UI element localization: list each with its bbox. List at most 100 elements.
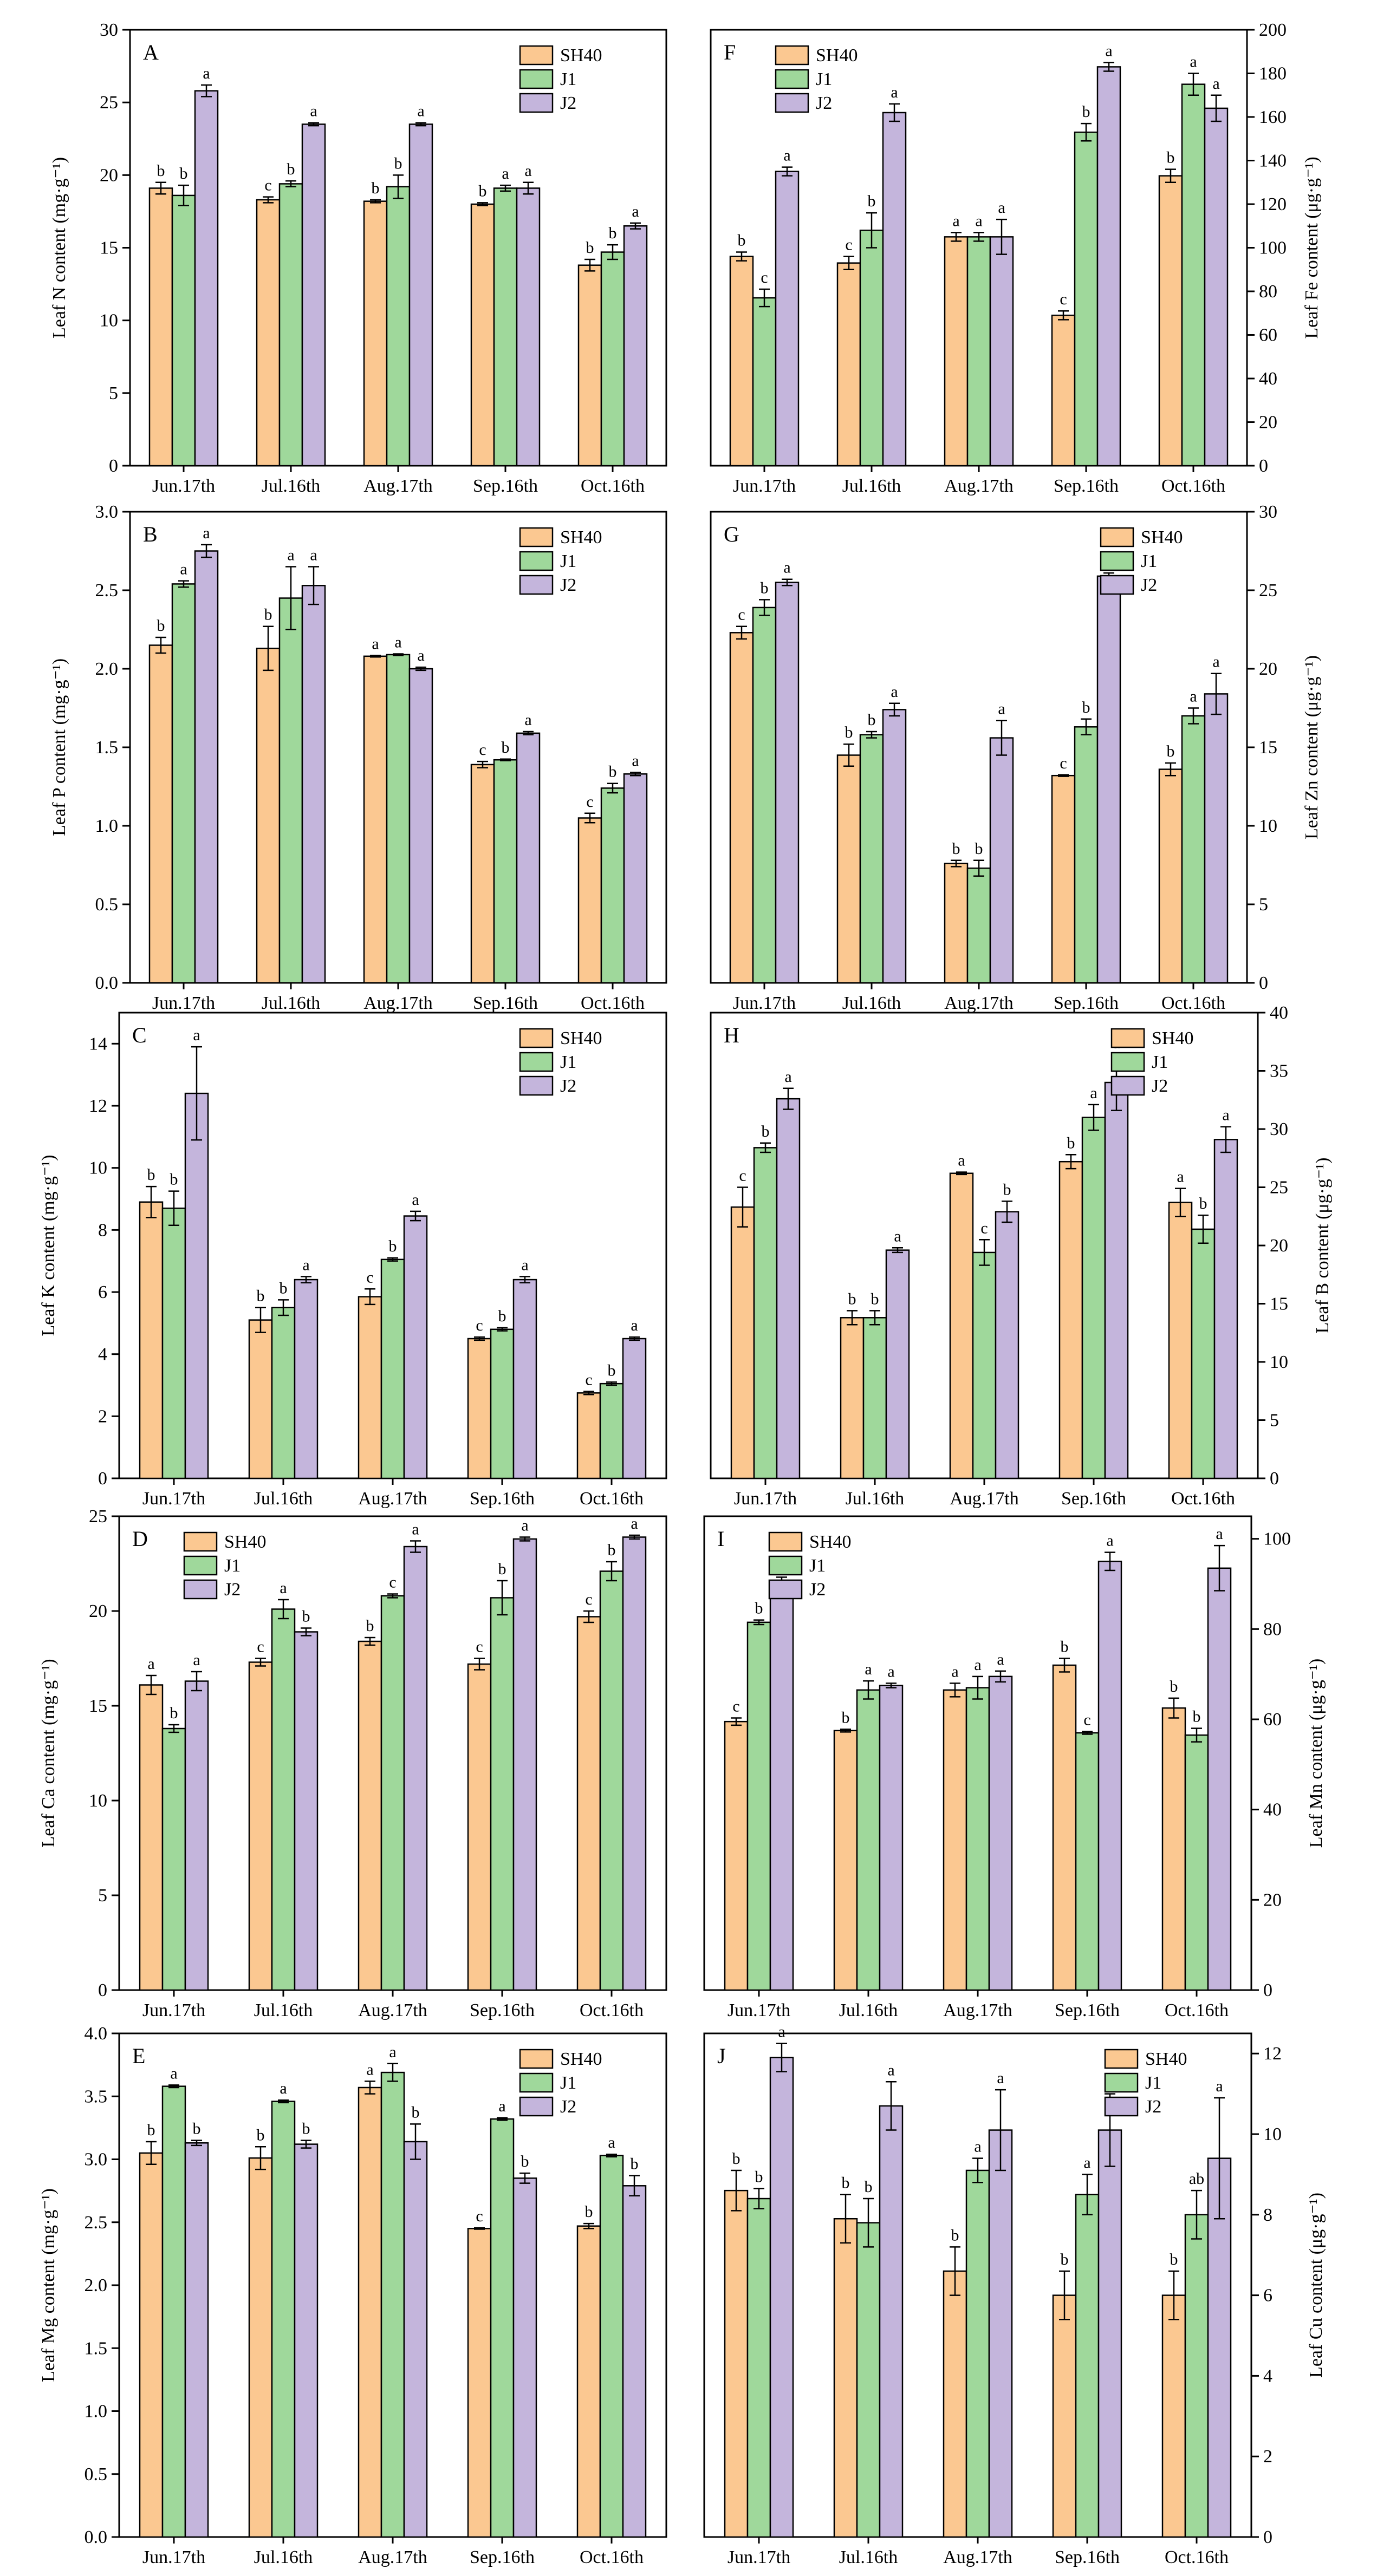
bar-sh40 bbox=[837, 755, 860, 983]
panel-h: 0 5 10 15 20 25 30 35 40 Leaf B content (μg·g⁻¹) J… bbox=[711, 1003, 1333, 1509]
significance-letter: b bbox=[502, 739, 510, 757]
significance-letter: a bbox=[631, 1515, 638, 1532]
significance-letter: a bbox=[180, 560, 187, 578]
bar-j2 bbox=[776, 583, 798, 983]
legend-label: J1 bbox=[809, 1556, 826, 1576]
bar-j2 bbox=[514, 1539, 536, 1990]
bar-j1 bbox=[973, 1253, 996, 1478]
significance-letter: b bbox=[1170, 1678, 1178, 1695]
legend-label: SH40 bbox=[1152, 1028, 1193, 1048]
bar-sh40 bbox=[468, 1339, 491, 1478]
bar-j2 bbox=[302, 585, 325, 983]
x-tick-label: Jul.16th bbox=[254, 2547, 313, 2567]
bar-j2 bbox=[295, 1632, 317, 1991]
y-tick-label: 25 bbox=[89, 1507, 107, 1527]
significance-letter: c bbox=[1060, 754, 1067, 772]
significance-letter: b bbox=[585, 2203, 593, 2221]
y-tick-label: 2.5 bbox=[95, 581, 119, 601]
significance-letter: a bbox=[1216, 2077, 1223, 2095]
bar-j1 bbox=[600, 1571, 623, 1991]
significance-letter: a bbox=[958, 1152, 965, 1170]
significance-letter: c bbox=[1083, 1711, 1090, 1729]
x-tick-label: Aug.17th bbox=[358, 2000, 427, 2020]
bar-sh40 bbox=[364, 201, 387, 466]
significance-letter: b bbox=[498, 1307, 506, 1325]
significance-letter: b bbox=[755, 1600, 763, 1618]
y-tick-label: 60 bbox=[1259, 325, 1277, 345]
bar-j2 bbox=[195, 551, 218, 983]
significance-letter: b bbox=[147, 2121, 155, 2139]
y-tick-label: 15 bbox=[1259, 738, 1277, 758]
y-tick-label: 2.5 bbox=[85, 2213, 108, 2233]
bar-j2 bbox=[295, 2144, 317, 2537]
y-tick-label: 1.0 bbox=[95, 816, 119, 836]
legend-swatch-sh40 bbox=[769, 1532, 802, 1551]
bar-sh40 bbox=[468, 1664, 491, 1990]
y-tick-label: 0 bbox=[98, 1469, 107, 1489]
significance-letter: a bbox=[1177, 1168, 1184, 1186]
legend-swatch-sh40 bbox=[520, 46, 553, 64]
significance-letter: a bbox=[631, 1316, 638, 1334]
bar-sh40 bbox=[1162, 1708, 1185, 1990]
significance-letter: b bbox=[609, 763, 617, 781]
panel-g: 0 5 10 15 20 25 30 Leaf Zn content (μg·g⁻¹) Jun.… bbox=[711, 502, 1322, 1013]
legend-label: SH40 bbox=[560, 45, 602, 66]
significance-letter: a bbox=[310, 546, 317, 564]
y-axis-title: Leaf Ca content (mg·g⁻¹) bbox=[38, 1659, 59, 1847]
x-tick-label: Oct.16th bbox=[1161, 993, 1225, 1013]
significance-letter: b bbox=[762, 1123, 770, 1140]
x-tick-label: Jul.16th bbox=[846, 1489, 905, 1509]
significance-letter: a bbox=[170, 2064, 177, 2082]
legend-label: J2 bbox=[816, 93, 832, 113]
panel-label: D bbox=[132, 1527, 148, 1551]
significance-letter: a bbox=[302, 1256, 309, 1274]
bar-j1 bbox=[1075, 132, 1097, 466]
y-tick-label: 0 bbox=[1263, 2527, 1272, 2547]
y-axis-title: Leaf P content (mg·g⁻¹) bbox=[49, 658, 69, 836]
significance-letter: b bbox=[1167, 742, 1175, 760]
x-tick-label: Aug.17th bbox=[943, 2547, 1012, 2567]
y-tick-label: 35 bbox=[1270, 1061, 1288, 1081]
bar-sh40 bbox=[1052, 315, 1075, 466]
significance-letter: c bbox=[980, 1219, 988, 1237]
significance-letter: c bbox=[479, 741, 486, 759]
significance-letter: a bbox=[608, 2134, 615, 2151]
bar-j2 bbox=[880, 2106, 902, 2537]
y-axis-title: Leaf Cu content (μg·g⁻¹) bbox=[1306, 2193, 1326, 2378]
y-tick-label: 15 bbox=[89, 1696, 107, 1716]
significance-letter: b bbox=[287, 160, 295, 178]
x-tick-label: Jun.17th bbox=[728, 2000, 790, 2020]
bar-j1 bbox=[381, 1260, 404, 1478]
x-tick-label: Jul.16th bbox=[254, 1489, 313, 1509]
significance-letter: c bbox=[1060, 290, 1067, 308]
bar-j2 bbox=[514, 2178, 536, 2537]
significance-letter: b bbox=[608, 1361, 616, 1379]
significance-letter: c bbox=[264, 177, 271, 194]
significance-letter: b bbox=[868, 192, 876, 210]
y-tick-label: 4.0 bbox=[85, 2024, 108, 2044]
bar-j2 bbox=[1105, 1082, 1128, 1478]
significance-letter: a bbox=[389, 2043, 396, 2061]
legend-swatch-j1 bbox=[1105, 2073, 1138, 2092]
legend-swatch-sh40 bbox=[184, 1532, 217, 1551]
y-tick-label: 20 bbox=[1263, 1890, 1282, 1910]
x-tick-label: Sep.16th bbox=[473, 476, 538, 496]
y-axis-title: Leaf Fe content (μg·g⁻¹) bbox=[1302, 156, 1322, 338]
y-tick-label: 180 bbox=[1259, 64, 1287, 84]
bar-j2 bbox=[990, 738, 1013, 983]
bar-sh40 bbox=[730, 632, 753, 983]
y-tick-label: 0 bbox=[109, 456, 118, 476]
bar-sh40 bbox=[577, 1393, 600, 1478]
bar-j1 bbox=[600, 1384, 623, 1478]
significance-letter: b bbox=[302, 2120, 310, 2138]
bar-j2 bbox=[1099, 1561, 1121, 1990]
x-tick-label: Sep.16th bbox=[1055, 2547, 1120, 2567]
significance-letter: a bbox=[310, 102, 317, 120]
significance-letter: b bbox=[521, 2153, 529, 2170]
legend-swatch-j2 bbox=[184, 1580, 217, 1599]
y-tick-label: 1.0 bbox=[85, 2402, 108, 2422]
bar-sh40 bbox=[944, 2271, 966, 2537]
y-tick-label: 20 bbox=[1270, 1236, 1288, 1256]
significance-letter: a bbox=[632, 752, 639, 769]
y-tick-label: 20 bbox=[89, 1601, 107, 1621]
